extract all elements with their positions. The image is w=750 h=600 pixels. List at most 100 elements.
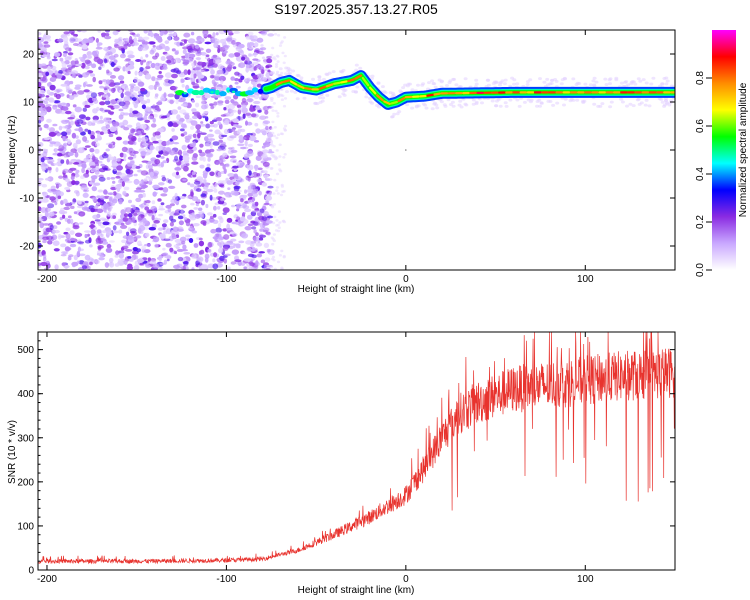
noise-blob (239, 49, 245, 56)
noise-blob (148, 41, 156, 45)
ridge-core-segment (282, 79, 291, 83)
noise-blob (41, 183, 48, 188)
noise-blob (230, 261, 236, 265)
noise-blob (281, 51, 285, 55)
noise-blob (65, 178, 70, 182)
noise-blob (210, 37, 218, 41)
ridge-halo-blob (278, 93, 283, 97)
ridge-halo-blob (278, 67, 283, 71)
noise-blob (177, 106, 182, 110)
noise-blob (284, 72, 288, 75)
ridge-halo-blob (592, 102, 597, 106)
noise-blob (193, 243, 199, 248)
noise-blob (148, 85, 155, 90)
noise-blob (182, 178, 187, 182)
noise-blob (243, 155, 249, 159)
noise-blob (38, 32, 42, 36)
ridge-halo-blob (660, 100, 665, 104)
noise-blob (159, 262, 166, 266)
noise-blob (203, 179, 207, 183)
noise-blob (218, 190, 225, 195)
noise-blob (156, 154, 161, 158)
noise-blob (171, 211, 175, 215)
noise-blob (145, 264, 151, 268)
ridge-halo-blob (443, 104, 448, 108)
noise-blob (118, 41, 126, 46)
noise-blob (254, 42, 259, 48)
noise-blob (272, 233, 276, 236)
noise-blob (145, 65, 151, 70)
noise-blob (72, 264, 76, 268)
noise-blob (55, 88, 63, 93)
noise-blob (268, 149, 273, 153)
noise-blob (115, 193, 122, 199)
noise-blob (105, 124, 111, 129)
noise-blob (60, 243, 67, 248)
noise-blob (62, 135, 66, 142)
ridge-early-blob (181, 92, 189, 98)
noise-blob (56, 191, 64, 197)
ridge-halo-blob (430, 79, 435, 83)
noise-blob (106, 230, 112, 236)
noise-blob (275, 186, 279, 189)
noise-blob (191, 115, 198, 120)
noise-blob (215, 227, 222, 233)
noise-blob (227, 187, 231, 191)
noise-blob (271, 255, 276, 259)
noise-blob (60, 254, 67, 257)
noise-blob (230, 99, 235, 104)
noise-blob (39, 76, 47, 82)
noise-blob (266, 215, 274, 219)
noise-blob (142, 59, 147, 63)
noise-blob (205, 167, 211, 172)
noise-blob (137, 130, 142, 134)
noise-blob (133, 37, 138, 43)
noise-blob (164, 40, 170, 45)
noise-blob (93, 206, 99, 209)
noise-blob (54, 148, 58, 153)
noise-blob (251, 113, 257, 118)
ridge-halo-blob (562, 103, 566, 107)
noise-blob (62, 198, 68, 204)
noise-blob (64, 186, 71, 191)
noise-blob (278, 254, 282, 257)
noise-blob (274, 109, 278, 113)
noise-blob (205, 123, 211, 129)
noise-blob (67, 256, 72, 261)
noise-blob (160, 115, 168, 119)
noise-blob (207, 248, 212, 253)
noise-blob (114, 263, 120, 267)
noise-blob (272, 145, 276, 148)
ridge-halo-blob (383, 91, 388, 95)
ridge-halo-blob (619, 81, 624, 85)
ridge-halo-blob (512, 78, 517, 82)
noise-blob (251, 226, 257, 230)
noise-blob (114, 38, 119, 43)
noise-blob (202, 115, 207, 119)
noise-blob (118, 199, 123, 205)
ridge-halo-blob (392, 112, 397, 116)
noise-blob (85, 55, 93, 59)
noise-blob (256, 253, 263, 258)
noise-blob (177, 215, 184, 220)
noise-blob (123, 38, 129, 45)
noise-blob (60, 83, 68, 87)
noise-blob (176, 41, 181, 47)
noise-blob (127, 213, 133, 218)
noise-blob (197, 69, 205, 73)
noise-blob (158, 205, 164, 210)
ridge-halo-blob (631, 104, 636, 108)
noise-blob (218, 158, 224, 165)
noise-blob (48, 60, 52, 66)
ridge-halo-blob (416, 83, 420, 87)
noise-blob (108, 143, 113, 149)
noise-blob (141, 104, 146, 110)
ridge-halo-blob (628, 102, 633, 106)
noise-blob (99, 131, 104, 136)
noise-blob (215, 32, 219, 36)
noise-blob (119, 80, 125, 84)
noise-blob (167, 207, 172, 213)
ridge-halo-blob (502, 82, 507, 86)
noise-blob (157, 198, 162, 202)
noise-blob (107, 111, 115, 115)
